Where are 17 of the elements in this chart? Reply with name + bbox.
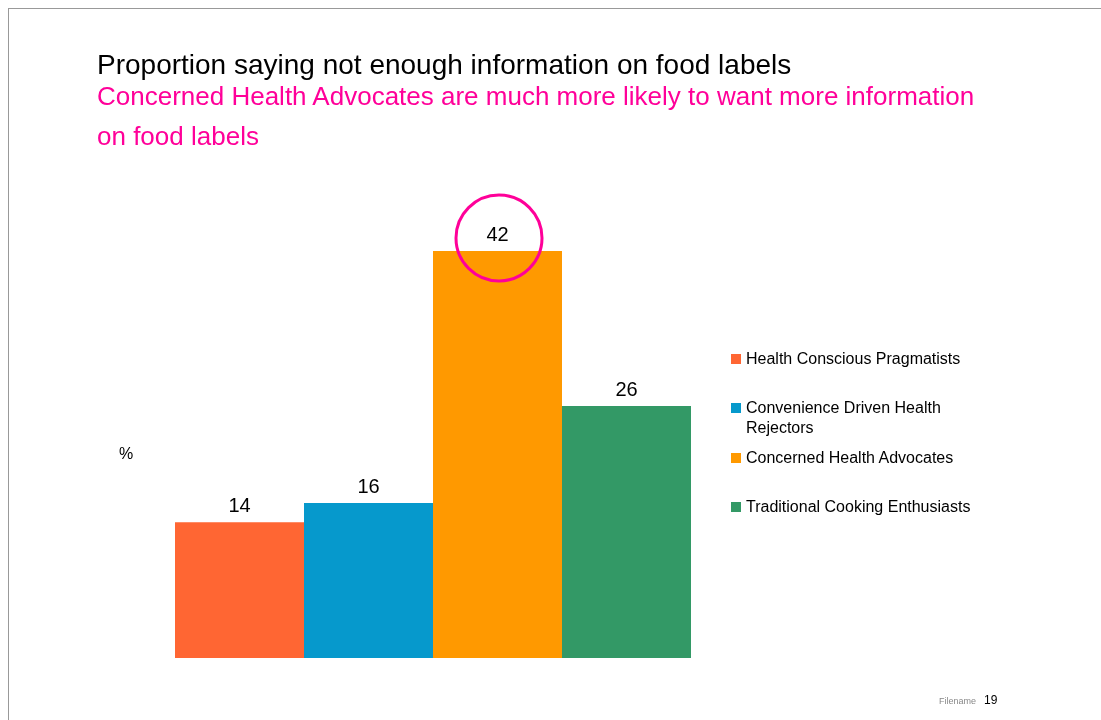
- legend-label: Traditional Cooking Enthusiasts: [746, 497, 972, 517]
- chart-title: Proportion saying not enough information on food labels: [97, 49, 792, 81]
- legend-label: Health Conscious Pragmatists: [746, 349, 962, 369]
- data-label: 42: [486, 223, 509, 245]
- y-axis-title: %: [119, 445, 134, 463]
- legend-label: Concerned Health Advocates: [746, 448, 955, 468]
- bar: [562, 406, 691, 658]
- chart-subtitle: Concerned Health Advocates are much more likely to want more information on food labels: [97, 81, 975, 151]
- data-label: 14: [228, 494, 251, 517]
- data-label: 26: [615, 378, 638, 401]
- text: Filename: [939, 696, 977, 706]
- bar: [175, 522, 304, 658]
- legend-label: Convenience Driven Health Rejectors: [746, 398, 942, 438]
- text: 19: [984, 693, 998, 707]
- bar: [304, 502, 433, 658]
- bar: [433, 251, 562, 658]
- data-label: 16: [357, 474, 380, 497]
